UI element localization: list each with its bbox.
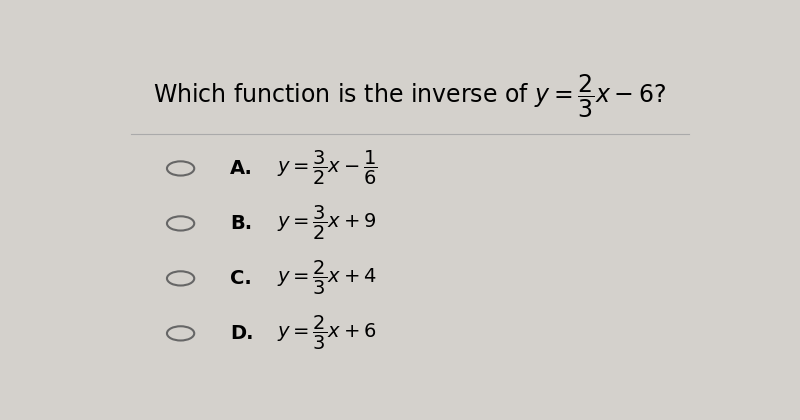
Text: C.: C.: [230, 269, 252, 288]
Text: $y = \dfrac{3}{2}x + 9$: $y = \dfrac{3}{2}x + 9$: [277, 205, 376, 242]
Text: A.: A.: [230, 159, 253, 178]
Text: Which function is the inverse of $y = \dfrac{2}{3}x - 6$?: Which function is the inverse of $y = \d…: [154, 73, 666, 121]
Text: B.: B.: [230, 214, 252, 233]
Text: D.: D.: [230, 324, 254, 343]
Text: $y = \dfrac{2}{3}x + 4$: $y = \dfrac{2}{3}x + 4$: [277, 260, 376, 297]
Text: $y = \dfrac{2}{3}x + 6$: $y = \dfrac{2}{3}x + 6$: [277, 314, 376, 352]
Text: $y = \dfrac{3}{2}x - \dfrac{1}{6}$: $y = \dfrac{3}{2}x - \dfrac{1}{6}$: [277, 150, 378, 187]
